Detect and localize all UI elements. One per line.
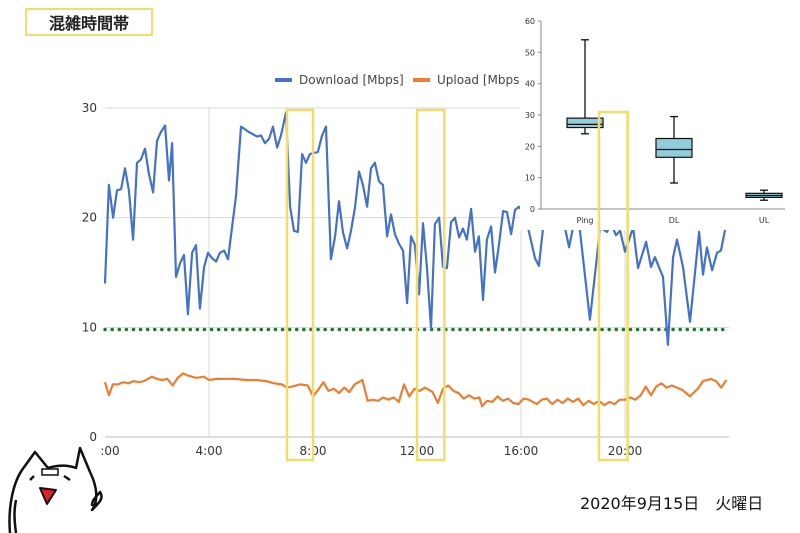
page-title: 混雑時間帯 bbox=[25, 8, 153, 36]
x-tick-label: 20:00 bbox=[608, 444, 643, 458]
legend-label-download: Download [Mbps] bbox=[299, 73, 404, 87]
legend-label-upload: Upload [Mbps] bbox=[437, 73, 524, 87]
y-tick-label: 30 bbox=[82, 101, 97, 115]
cat-arm bbox=[13, 499, 18, 533]
boxplot-category-label: Ping bbox=[576, 216, 593, 225]
highlight-box bbox=[597, 110, 629, 462]
boxplot-y-tick-label: 40 bbox=[525, 80, 535, 89]
y-tick-label: 10 bbox=[82, 320, 97, 334]
boxplot-category-label: DL bbox=[669, 216, 680, 225]
boxplot-y-tick-label: 30 bbox=[525, 111, 535, 120]
x-tick-label: 16:00 bbox=[504, 444, 539, 458]
boxplot-y-tick-label: 10 bbox=[525, 174, 535, 183]
x-tick-label: :00 bbox=[100, 444, 119, 458]
y-tick-label: 0 bbox=[89, 430, 97, 444]
boxplot-category-label: UL bbox=[759, 216, 770, 225]
x-tick-label: 4:00 bbox=[196, 444, 223, 458]
cat-forehead-mark bbox=[41, 468, 59, 476]
upload-series-line bbox=[103, 372, 728, 408]
date-label: 2020年9月15日 火曜日 bbox=[580, 494, 764, 513]
highlight-box bbox=[285, 108, 315, 462]
boxplot-y-tick-label: 60 bbox=[525, 17, 535, 26]
boxplot-box-ping bbox=[566, 117, 604, 129]
boxplot-box-dl bbox=[655, 137, 693, 158]
cat-eye bbox=[29, 475, 35, 481]
y-tick-label: 20 bbox=[82, 211, 97, 225]
cat-mascot-icon bbox=[8, 446, 103, 533]
boxplot-y-tick-label: 0 bbox=[530, 205, 535, 214]
cat-eye bbox=[63, 474, 71, 482]
boxplot-y-tick-label: 20 bbox=[525, 142, 535, 151]
boxplot-y-tick-label: 50 bbox=[525, 48, 535, 57]
highlight-box bbox=[415, 108, 446, 462]
cat-mouth bbox=[39, 487, 57, 505]
